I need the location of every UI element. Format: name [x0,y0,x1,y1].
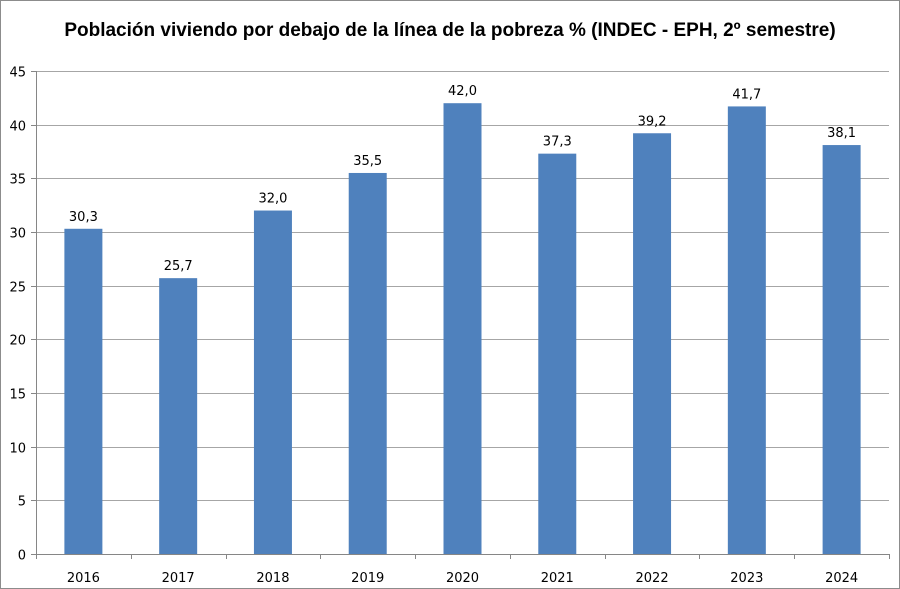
y-tick-label: 10 [9,442,26,457]
bar [822,145,861,554]
y-tick-label: 30 [9,227,26,242]
y-tick-label: 45 [9,66,26,81]
data-label: 42,0 [448,84,477,99]
bars [64,103,861,555]
bar [64,228,103,554]
x-tick-label: 2019 [351,571,384,586]
bar [159,278,198,554]
y-tick-labels: 0 5 10 15 20 25 30 35 40 45 [9,66,26,564]
bar [727,106,766,555]
y-tick-label: 35 [9,173,26,188]
y-tick-label: 25 [9,281,26,296]
data-labels: 30,3 25,7 32,0 35,5 42,0 37,3 39,2 41,7 38,1 [69,84,856,274]
x-tick-label: 2018 [256,571,289,586]
bar [443,103,482,554]
x-tick-labels: 2016 2017 2018 2019 2020 2021 2022 2023 2024 [67,571,858,586]
x-tick-label: 2020 [446,571,479,586]
data-label: 38,1 [827,126,856,141]
x-tick-label: 2023 [730,571,763,586]
bar [538,153,577,554]
x-tick-label: 2022 [636,571,669,586]
y-tick-label: 20 [9,334,26,349]
axes [31,71,890,559]
data-label: 30,3 [69,210,98,225]
y-tick-label: 5 [18,495,26,510]
bar [348,172,387,554]
data-label: 39,2 [638,114,667,129]
chart-title: Población viviendo por debajo de la líne… [64,20,836,41]
data-label: 32,0 [258,192,287,207]
y-tick-label: 0 [18,549,26,564]
x-tick-label: 2016 [67,571,100,586]
y-tick-label: 15 [9,388,26,403]
x-tick-label: 2021 [541,571,574,586]
data-label: 25,7 [164,259,193,274]
bar [253,210,292,555]
data-label: 41,7 [732,87,761,102]
x-tick-label: 2017 [162,571,195,586]
x-tick-label: 2024 [825,571,858,586]
bar [633,133,672,554]
data-label: 37,3 [543,135,572,150]
y-tick-label: 40 [9,120,26,135]
data-label: 35,5 [353,154,382,169]
